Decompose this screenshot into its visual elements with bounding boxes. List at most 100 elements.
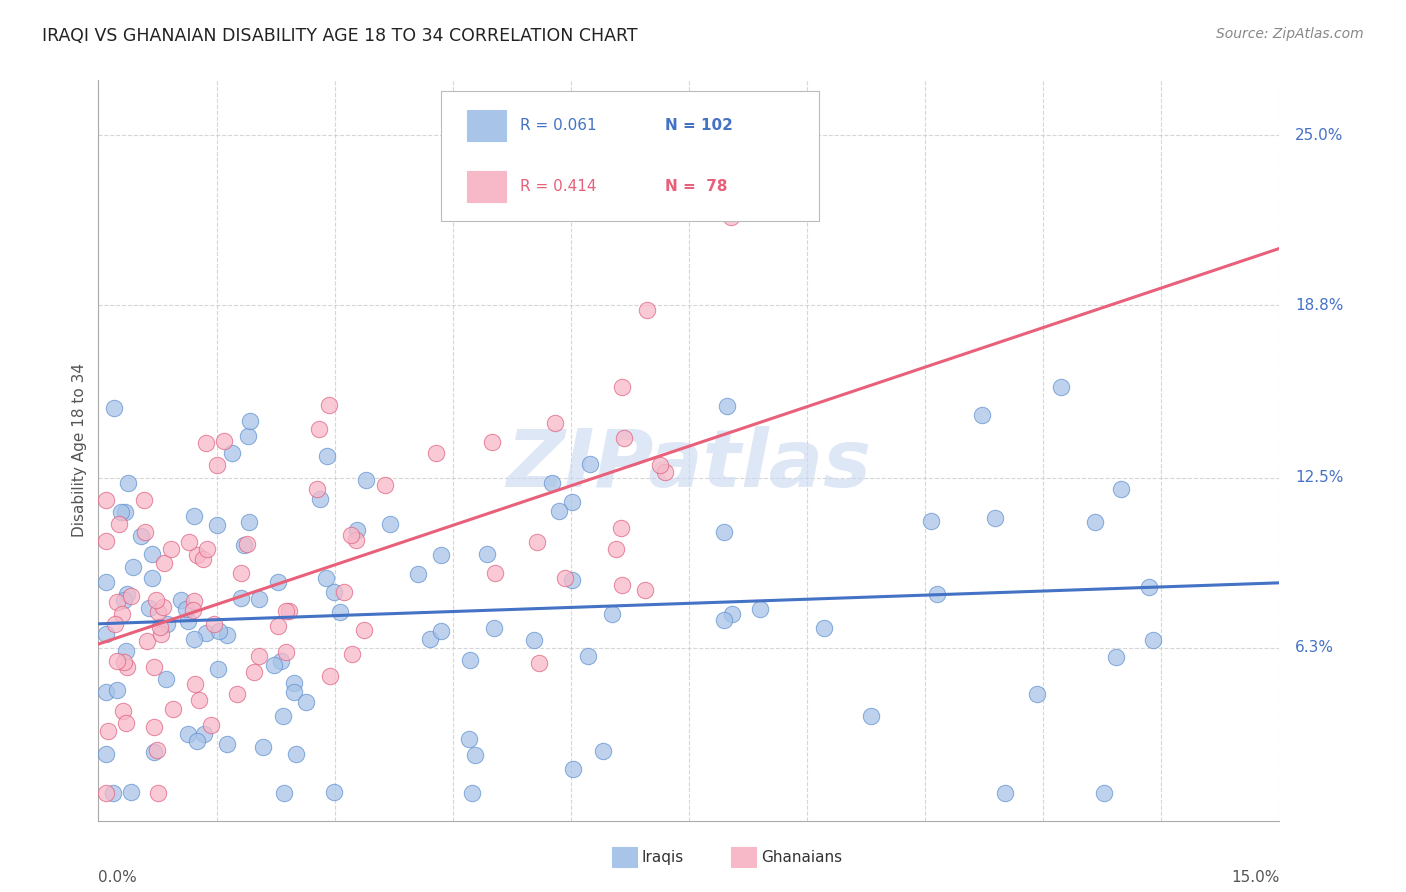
Point — [135, 634, 157, 648]
Point — [544, 416, 567, 430]
Point — [114, 505, 136, 519]
Point — [207, 518, 229, 533]
Point — [238, 429, 260, 443]
Point — [307, 482, 329, 496]
Point — [243, 665, 266, 680]
Point — [308, 422, 330, 436]
Point — [194, 626, 217, 640]
Point — [529, 657, 551, 671]
Point — [315, 571, 337, 585]
Point — [96, 492, 118, 507]
Point — [1025, 687, 1047, 701]
Point — [1105, 649, 1128, 664]
Point — [96, 747, 118, 761]
Point — [134, 492, 156, 507]
Point — [610, 520, 633, 534]
Point — [122, 560, 145, 574]
Point — [208, 624, 231, 638]
Text: ZIPatlas: ZIPatlas — [506, 426, 872, 504]
Point — [146, 743, 169, 757]
Point — [138, 600, 160, 615]
Point — [105, 654, 128, 668]
Point — [1142, 632, 1164, 647]
Point — [177, 614, 200, 628]
Text: 0.0%: 0.0% — [98, 870, 138, 885]
Point — [273, 786, 295, 800]
Point — [295, 695, 318, 709]
Point — [1094, 786, 1116, 800]
Point — [114, 716, 136, 731]
Point — [460, 786, 482, 800]
Point — [204, 616, 226, 631]
Point — [181, 603, 204, 617]
Point — [115, 660, 138, 674]
Point — [983, 510, 1005, 524]
Point — [149, 620, 172, 634]
Point — [634, 583, 657, 598]
Point — [430, 548, 453, 562]
Point — [114, 592, 136, 607]
Text: Source: ZipAtlas.com: Source: ZipAtlas.com — [1216, 27, 1364, 41]
Point — [592, 744, 614, 758]
Point — [346, 524, 368, 538]
Point — [193, 727, 215, 741]
Point — [134, 524, 156, 539]
Point — [340, 528, 363, 542]
Point — [195, 541, 218, 556]
Point — [1109, 482, 1132, 496]
Point — [215, 628, 238, 642]
Point — [183, 508, 205, 523]
Point — [145, 593, 167, 607]
Point — [1084, 515, 1107, 529]
Point — [526, 534, 548, 549]
Point — [484, 566, 506, 580]
Point — [263, 658, 285, 673]
Point — [605, 541, 627, 556]
Point — [96, 786, 118, 800]
Point — [720, 211, 742, 225]
Point — [419, 632, 441, 647]
Point — [318, 398, 340, 412]
Point — [153, 557, 176, 571]
Point — [972, 408, 994, 422]
Point — [120, 785, 142, 799]
Point — [464, 747, 486, 762]
Point — [283, 685, 305, 699]
Point — [229, 566, 252, 581]
Point — [236, 537, 259, 551]
Point — [200, 718, 222, 732]
Point — [105, 595, 128, 609]
Point — [562, 762, 585, 776]
Point — [994, 786, 1017, 800]
Point — [115, 587, 138, 601]
Point — [477, 548, 499, 562]
Point — [117, 475, 139, 490]
Point — [579, 457, 602, 471]
Point — [600, 607, 623, 621]
Point — [247, 648, 270, 663]
Point — [1137, 580, 1160, 594]
Point — [96, 534, 118, 549]
Point — [103, 401, 125, 416]
Point — [920, 514, 942, 528]
Point — [188, 692, 211, 706]
Point — [523, 632, 546, 647]
Point — [406, 566, 429, 581]
Point — [108, 516, 131, 531]
Point — [146, 786, 169, 800]
Point — [141, 571, 163, 585]
Point — [458, 653, 481, 667]
Text: R = 0.061: R = 0.061 — [520, 118, 596, 133]
Text: N = 102: N = 102 — [665, 118, 733, 133]
Point — [162, 702, 184, 716]
Point — [323, 785, 346, 799]
Point — [458, 732, 481, 747]
Point — [276, 604, 298, 618]
Point — [319, 669, 342, 683]
Point — [215, 737, 238, 751]
Text: IRAQI VS GHANAIAN DISABILITY AGE 18 TO 34 CORRELATION CHART: IRAQI VS GHANAIAN DISABILITY AGE 18 TO 3… — [42, 27, 638, 45]
Point — [748, 601, 770, 615]
Point — [576, 649, 599, 664]
Point — [207, 662, 229, 676]
Point — [481, 435, 503, 450]
